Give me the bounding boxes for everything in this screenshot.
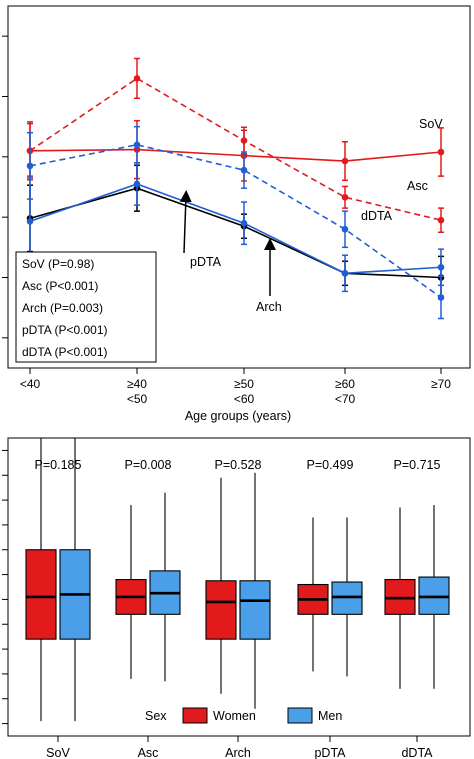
annotation-arrow-pdta xyxy=(179,190,192,254)
boxplot-panel: SoV P=0.185 Asc P=0.008 Arch P=0.528 pDTA P=0.4… xyxy=(2,437,471,759)
legend-entry: Arch (P=0.003) xyxy=(22,301,103,315)
x-axis-label: Age groups (years) xyxy=(185,409,291,423)
line-label-asc: Asc xyxy=(407,179,428,193)
legend-entry: pDTA (P<0.001) xyxy=(22,323,108,337)
line-label-pdta: pDTA xyxy=(190,255,222,269)
legend-entry-men: Men xyxy=(318,709,342,723)
legend-entry: Asc (P<0.001) xyxy=(22,279,98,293)
data-point xyxy=(133,180,141,188)
data-point xyxy=(26,162,34,170)
box-series-women xyxy=(25,438,416,722)
data-point xyxy=(341,157,349,165)
line-label-arch: Arch xyxy=(256,300,282,314)
x-tick-label: <70 xyxy=(335,392,356,406)
legend-swatch-women xyxy=(182,707,208,724)
x-tick-label: <40 xyxy=(20,377,41,391)
p-value-label: P=0.528 xyxy=(215,458,262,472)
data-point xyxy=(240,137,248,144)
legend-swatch-men xyxy=(287,707,313,724)
legend-entry: SoV (P=0.98) xyxy=(22,257,94,271)
x-tick-label: pDTA xyxy=(314,746,346,759)
series-ddta xyxy=(26,125,445,320)
legend-entry-women: Women xyxy=(213,709,256,723)
data-point xyxy=(437,148,445,156)
plot-frame xyxy=(7,437,471,737)
data-point xyxy=(437,263,445,271)
data-point xyxy=(133,75,141,82)
p-value-label: P=0.715 xyxy=(394,458,441,472)
data-point xyxy=(240,166,248,174)
data-point xyxy=(437,294,445,301)
box xyxy=(239,580,271,640)
legend-entry: dDTA (P<0.001) xyxy=(22,345,108,359)
x-tick-label: ≥60 xyxy=(335,377,355,391)
plot-frame xyxy=(7,5,471,369)
data-point xyxy=(341,269,349,277)
x-tick-label: ≥40 xyxy=(127,377,147,391)
box xyxy=(205,580,237,640)
legend-title: Sex xyxy=(145,709,167,723)
x-tick-label: <50 xyxy=(127,392,148,406)
x-tick-label: ≥50 xyxy=(234,377,254,391)
x-tick-label: dDTA xyxy=(401,746,433,759)
x-tick-label: <60 xyxy=(234,392,255,406)
series-line-ddta xyxy=(29,143,442,299)
series-line-asc xyxy=(29,77,442,221)
x-tick-label: Arch xyxy=(225,746,251,759)
data-point xyxy=(341,193,349,201)
data-point xyxy=(341,225,349,233)
p-value-label: P=0.008 xyxy=(125,458,172,472)
x-tick-label: Asc xyxy=(138,746,159,759)
series-line-sov xyxy=(29,148,442,162)
series-sov xyxy=(26,119,445,182)
p-value-label: P=0.499 xyxy=(307,458,354,472)
p-value-label: P=0.185 xyxy=(35,458,82,472)
x-tick-label: ≥70 xyxy=(431,377,451,391)
data-point xyxy=(437,216,445,224)
data-point xyxy=(133,141,141,149)
line-chart-panel: <40 ≥40<50 ≥50<60 ≥60<70 ≥70 Age groups (year… xyxy=(2,5,471,423)
series-asc xyxy=(26,57,445,233)
data-point xyxy=(240,219,248,227)
legend-box xyxy=(15,251,157,363)
box xyxy=(25,549,57,640)
line-label-sov: SoV xyxy=(419,117,443,131)
box-series-men xyxy=(59,438,450,722)
line-label-ddta: dDTA xyxy=(361,209,393,223)
data-point xyxy=(26,218,34,225)
x-tick-label: SoV xyxy=(46,746,70,759)
